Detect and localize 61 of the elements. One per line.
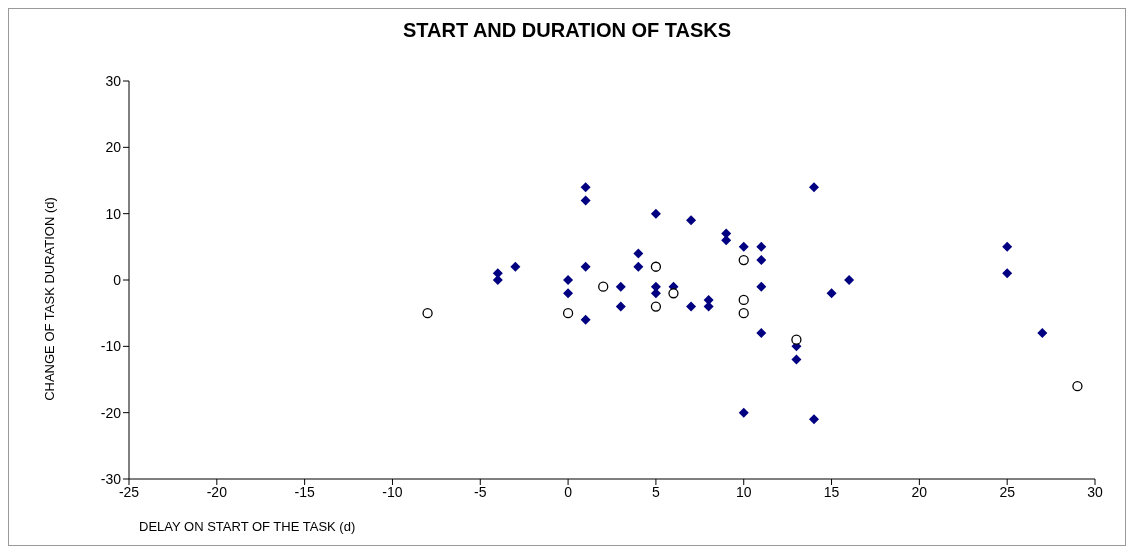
point: [1072, 380, 1083, 392]
point: [844, 275, 855, 285]
x-tick-label: 5: [652, 483, 661, 500]
point: [580, 195, 591, 206]
x-tick-label: -15: [294, 483, 315, 500]
point: [738, 254, 749, 266]
point: [562, 308, 574, 319]
point: [791, 354, 802, 365]
point: [738, 407, 749, 418]
point: [756, 241, 767, 252]
chart-title: START AND DURATION OF TASKS: [401, 19, 733, 42]
point: [1037, 328, 1048, 339]
point: [492, 275, 503, 285]
point: [563, 275, 574, 285]
x-axis-title: DELAY ON START OF THE TASK (d): [139, 519, 356, 534]
point: [598, 281, 609, 292]
x-tick-label: 15: [823, 483, 840, 500]
x-tick-label: 20: [911, 483, 928, 500]
point: [615, 281, 626, 292]
point: [668, 288, 679, 299]
x-tick-label: 10: [735, 483, 752, 500]
point: [756, 255, 767, 266]
x-tick-label: -20: [206, 483, 228, 500]
x-tick-label: -10: [382, 483, 403, 500]
point: [615, 301, 626, 312]
y-tick-label: 20: [105, 139, 122, 156]
point: [580, 182, 591, 193]
x-tick-label: 0: [564, 483, 573, 500]
y-tick-label: -10: [100, 338, 122, 355]
point: [738, 294, 749, 306]
point: [580, 261, 591, 272]
point: [563, 288, 574, 299]
x-tick-label: 30: [1087, 483, 1103, 500]
y-tick-label: 30: [105, 72, 122, 89]
point: [686, 301, 697, 312]
point: [808, 414, 819, 425]
point: [808, 182, 819, 193]
y-tick-label: -20: [100, 404, 122, 421]
point: [738, 241, 749, 252]
point: [756, 281, 767, 292]
point: [650, 301, 662, 312]
point: [422, 308, 433, 319]
point: [738, 308, 749, 319]
point: [1002, 241, 1013, 252]
point: [633, 261, 644, 272]
point: [791, 334, 802, 345]
y-tick-label: 0: [113, 271, 122, 288]
point: [686, 215, 697, 226]
point: [650, 261, 662, 272]
x-tick-label: 25: [999, 483, 1016, 500]
point: [756, 328, 767, 339]
point: [826, 288, 837, 299]
y-axis-title: CHANGE OF TASK DURATION (d): [41, 197, 57, 401]
point: [580, 314, 591, 325]
point: [633, 248, 644, 259]
y-tick-label: 10: [105, 205, 122, 222]
x-tick-label: -5: [474, 483, 487, 500]
point: [721, 235, 732, 246]
point: [1002, 268, 1013, 279]
point: [510, 261, 521, 272]
point: [650, 208, 661, 219]
